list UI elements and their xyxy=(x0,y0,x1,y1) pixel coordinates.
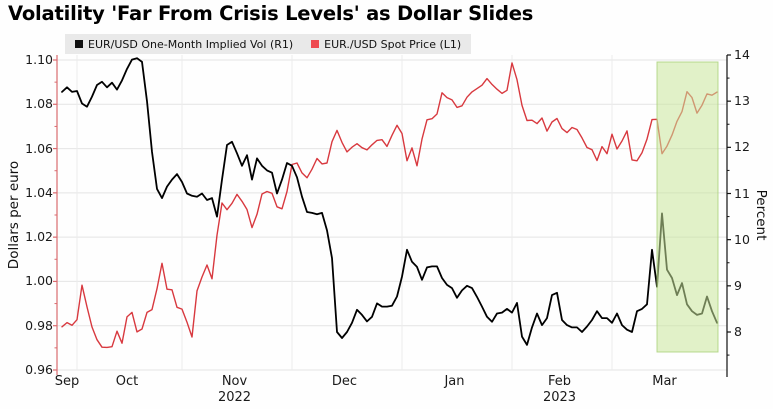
left-axis-tick-label: 1.10 xyxy=(25,52,53,67)
x-axis-month-label: Sep xyxy=(54,374,80,389)
black-series-swatch-icon xyxy=(75,40,83,48)
x-axis-year-label: 2023 xyxy=(542,390,577,405)
x-axis-month-label: Oct xyxy=(115,374,139,389)
left-axis-tick-label: 1.00 xyxy=(25,273,53,289)
x-axis-month-label: Mar xyxy=(652,374,677,389)
x-axis-year-label: 2022 xyxy=(217,390,252,405)
left-axis-tick-label: 1.08 xyxy=(25,96,53,112)
right-axis-tick-label: 9 xyxy=(734,277,742,293)
x-axis-month-label: Jan xyxy=(444,374,465,389)
x-axis-month-label: Feb xyxy=(547,374,572,389)
right-axis-tick-label: 12 xyxy=(734,139,750,155)
right-axis-tick-label: 8 xyxy=(734,324,742,339)
legend-label: EUR/USD One-Month Implied Vol (R1) xyxy=(88,37,294,51)
spot-price-line xyxy=(61,62,718,349)
chart-title: Volatility 'Far From Crisis Levels' as D… xyxy=(8,2,534,25)
x-axis-month-label: Nov xyxy=(221,374,248,389)
right-axis-tick-label: 13 xyxy=(734,93,750,109)
left-axis-tick-label: 1.06 xyxy=(25,140,53,156)
implied-vol-line xyxy=(61,57,718,346)
legend-item-implied-vol: EUR/USD One-Month Implied Vol (R1) xyxy=(75,38,293,51)
legend-item-spot-price: EUR./USD Spot Price (L1) xyxy=(311,38,461,51)
right-axis-tick-label: 14 xyxy=(734,47,750,62)
left-axis-title: Dollars per euro xyxy=(6,160,22,270)
legend-label: EUR./USD Spot Price (L1) xyxy=(324,37,462,51)
legend: EUR/USD One-Month Implied Vol (R1) EUR./… xyxy=(65,34,472,54)
right-axis-tick-label: 11 xyxy=(734,185,750,201)
left-axis-tick-label: 0.96 xyxy=(25,362,53,377)
left-axis-tick-label: 0.98 xyxy=(25,317,53,333)
left-axis-tick-label: 1.02 xyxy=(25,229,53,245)
x-axis-month-label: Dec xyxy=(331,374,358,389)
left-axis-tick-label: 1.04 xyxy=(25,184,53,200)
red-series-swatch-icon xyxy=(311,40,320,48)
right-axis-tick-label: 10 xyxy=(734,231,750,247)
right-axis-title: Percent xyxy=(753,189,769,241)
march-highlight-band xyxy=(656,61,719,353)
